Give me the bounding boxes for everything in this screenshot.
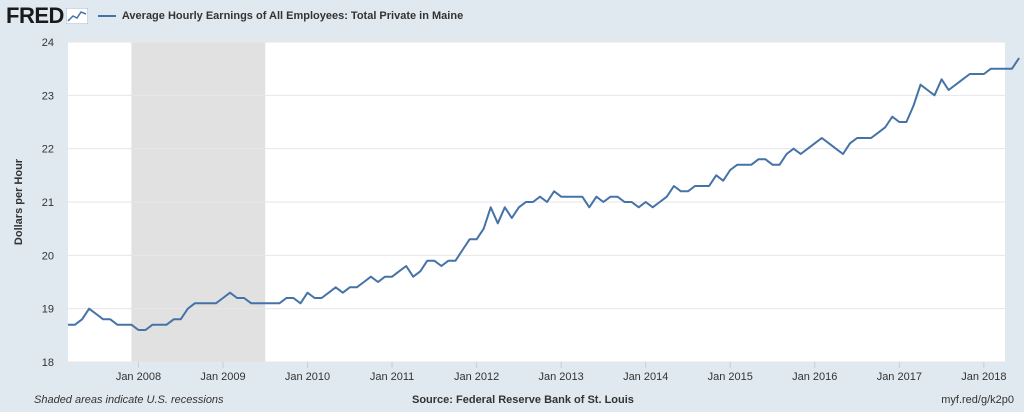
x-tick-label: Jan 2016 [792, 371, 837, 383]
recession-note: Shaded areas indicate U.S. recessions [34, 394, 224, 406]
x-tick-label: Jan 2010 [285, 371, 330, 383]
x-tick-label: Jan 2017 [877, 371, 922, 383]
y-tick-label: 22 [42, 144, 54, 156]
chart-header: FRED Average Hourly Earnings of All Empl… [6, 4, 463, 28]
y-tick-label: 24 [42, 37, 54, 49]
legend-swatch [97, 15, 116, 17]
fred-logo[interactable]: FRED [6, 3, 64, 28]
y-axis-title: Dollars per Hour [13, 158, 25, 245]
source-text: Source: Federal Reserve Bank of St. Loui… [412, 394, 634, 406]
x-tick-label: Jan 2014 [623, 371, 668, 383]
line-graph-icon [65, 8, 88, 24]
x-tick-label: Jan 2015 [708, 371, 753, 383]
y-tick-label: 20 [42, 250, 54, 262]
x-tick-label: Jan 2013 [539, 371, 584, 383]
x-tick-label: Jan 2012 [454, 371, 499, 383]
legend-label: Average Hourly Earnings of All Employees… [121, 10, 464, 22]
series-line[interactable] [68, 57, 1020, 331]
short-url-link[interactable]: myf.red/g/k2p0 [941, 394, 1014, 406]
y-tick-label: 21 [42, 197, 54, 209]
x-tick-label: Jan 2018 [961, 371, 1006, 383]
x-tick-label: Jan 2011 [370, 371, 414, 383]
y-tick-label: 19 [42, 304, 54, 316]
x-tick-label: Jan 2008 [116, 371, 161, 383]
line-chart: 18 19 20 21 22 23 24 Jan 2008 Jan 2009 Jan 2010 J… [13, 37, 1020, 383]
legend[interactable]: Average Hourly Earnings of All Employees… [97, 10, 464, 22]
x-tick-label: Jan 2009 [200, 371, 245, 383]
y-tick-label: 18 [42, 357, 54, 369]
y-tick-label: 23 [42, 90, 54, 102]
